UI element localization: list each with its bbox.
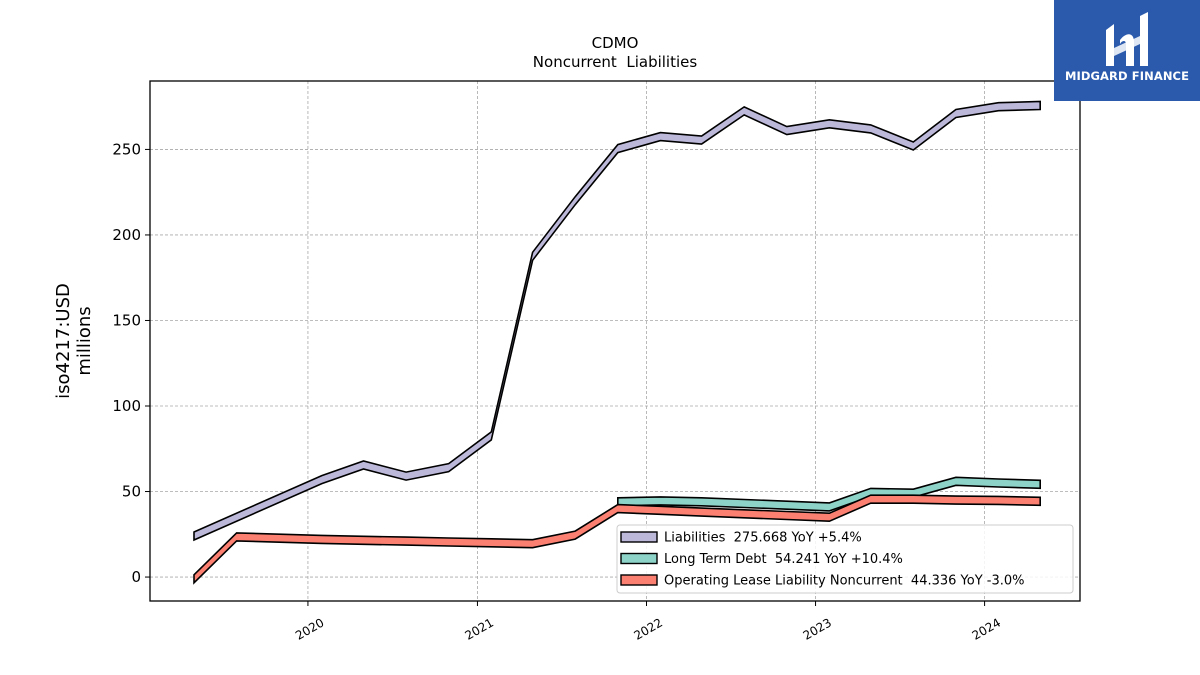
y-tick-label: 250 [112,140,141,158]
x-tick-label: 2021 [462,615,495,642]
series-band-liabilities [193,100,1041,542]
legend-label: Liabilities 275.668 YoY +5.4% [664,531,862,546]
midgard-finance-logo-icon [1106,12,1148,66]
brand-logo: MIDGARD FINANCE [1054,0,1200,101]
plot-frame [149,80,1081,602]
legend-swatch [620,531,658,543]
legend-label: Long Term Debt 54.241 YoY +10.4% [664,552,903,567]
y-axis-label-units: iso4217:USD [53,283,74,399]
y-tick-label: 200 [112,226,141,244]
y-tick-label: 0 [131,568,141,586]
chart-subtitle: Noncurrent Liabilities [533,53,698,71]
x-tick-label: 2022 [632,615,665,642]
legend: Liabilities 275.668 YoY +5.4% Long Term D… [616,524,1074,594]
legend-label: Operating Lease Liability Noncurrent 44.… [664,574,1025,589]
y-tick-label: 50 [122,483,141,501]
series-layer [193,100,1041,585]
x-tick-label: 2024 [970,615,1003,642]
x-tick-label: 2020 [293,615,326,642]
legend-box [616,524,1074,594]
y-tick-label: 150 [112,311,141,329]
y-axis-label-scale: millions [74,306,95,375]
series-band-operating-lease-liability-noncurrent [193,494,1041,585]
legend-swatch [620,552,658,565]
grid [150,81,1080,601]
x-tick-label: 2023 [801,615,834,642]
series-band-long-term-debt [616,476,1041,512]
chart-title: CDMO [592,34,639,52]
y-tick-label: 100 [112,397,141,415]
brand-name: MIDGARD FINANCE [1064,69,1190,83]
legend-swatch [620,574,658,586]
